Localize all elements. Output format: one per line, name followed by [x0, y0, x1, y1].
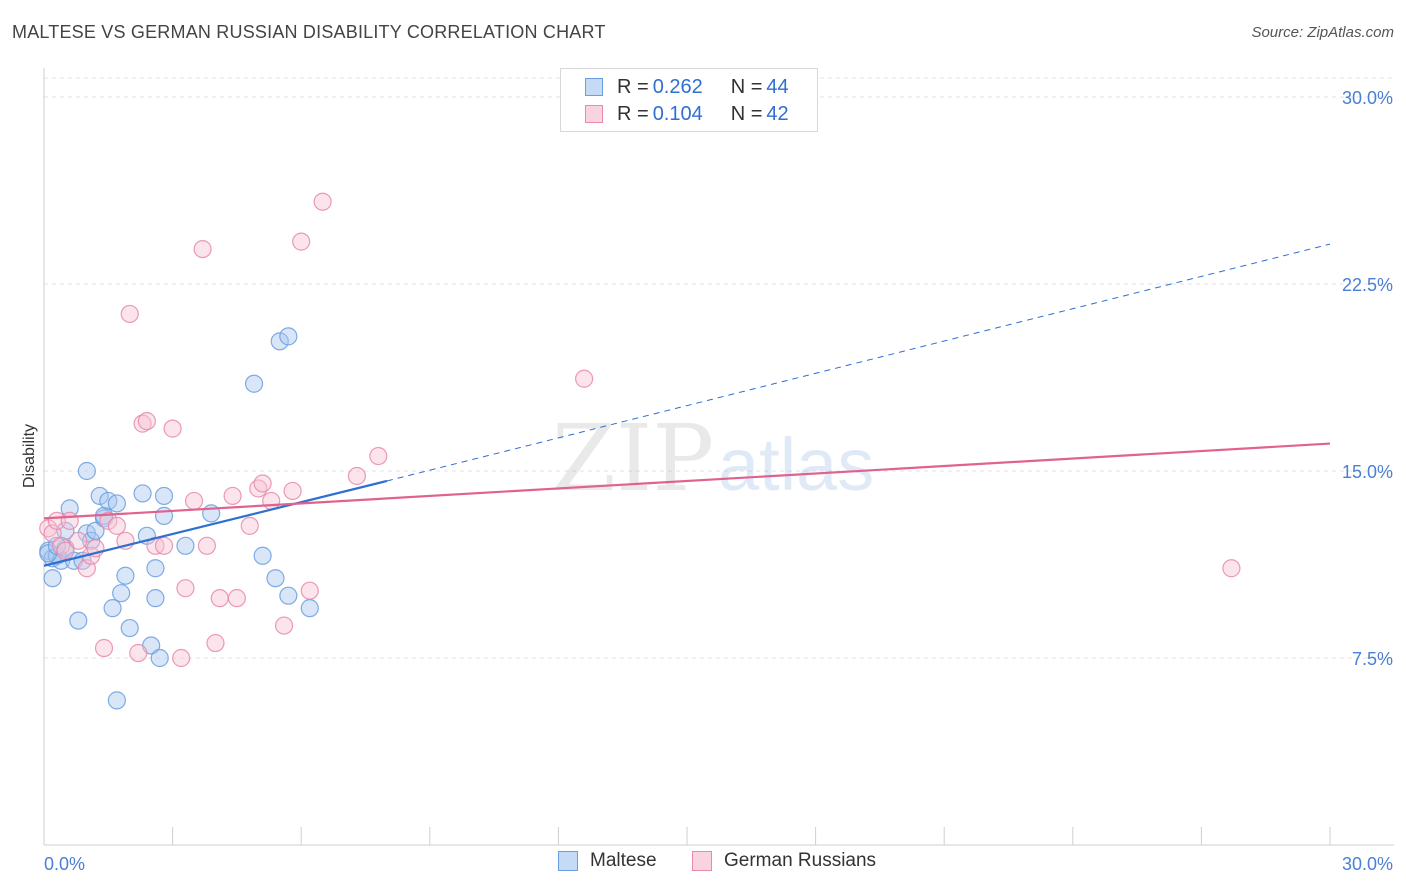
x-tick-labels: 0.0% 30.0% [44, 854, 1393, 874]
point-maltese-9 [69, 611, 88, 630]
legend-r-value: 0.262 [652, 75, 703, 98]
point-maltese-40 [300, 599, 319, 618]
y-tick-label-0: 7.5% [1352, 649, 1393, 669]
point-german-russians-37 [300, 581, 319, 600]
correlation-legend: R = 0.262 N = 44 R = 0.104 N = 42 [560, 68, 818, 132]
point-german-russians-42 [1222, 559, 1241, 578]
legend-row-maltese: R = 0.262 N = 44 [585, 75, 789, 99]
series-legend-german-russians[interactable]: German Russians [692, 850, 876, 872]
point-maltese-2 [43, 569, 62, 588]
legend-r-label: R = [617, 75, 649, 98]
point-german-russians-14 [120, 304, 139, 324]
point-german-russians-39 [347, 466, 367, 486]
y-tick-label-1: 15.0% [1342, 462, 1393, 482]
point-maltese-41 [107, 691, 126, 710]
point-german-russians-41 [575, 369, 594, 388]
point-german-russians-12 [107, 516, 126, 535]
point-german-russians-25 [197, 536, 216, 555]
series-legend: Maltese German Russians [0, 850, 1406, 878]
legend-r-value: 0.104 [652, 102, 703, 125]
legend-r-label: R = [617, 102, 649, 125]
y-axis-label: Disability [21, 424, 38, 488]
point-german-russians-5 [60, 511, 79, 530]
legend-row-german-russians: R = 0.104 N = 42 [585, 102, 789, 126]
point-maltese-29 [150, 648, 169, 668]
point-german-russians-10 [94, 638, 114, 658]
legend-n-label: N = [730, 75, 763, 98]
point-german-russians-30 [240, 516, 259, 535]
x-tick-label-max: 30.0% [1342, 854, 1393, 874]
trend-lines [43, 243, 1331, 567]
grid-lines [44, 77, 1394, 659]
x-tick-label-min: 0.0% [44, 854, 85, 874]
point-german-russians-29 [227, 589, 246, 608]
y-tick-label-3: 30.0% [1342, 88, 1393, 108]
point-maltese-27 [146, 559, 165, 578]
point-german-russians-6 [69, 531, 88, 550]
point-maltese-20 [107, 494, 126, 513]
point-german-russians-32 [253, 474, 272, 493]
point-german-russians-4 [56, 541, 75, 560]
series-legend-maltese[interactable]: Maltese [558, 850, 657, 872]
legend-swatch-maltese [585, 78, 603, 96]
point-maltese-35 [253, 546, 272, 565]
watermark-zip: ZIP [552, 405, 714, 512]
point-german-russians-19 [154, 536, 174, 555]
point-maltese-15 [90, 486, 109, 506]
series-label-german-russians: German Russians [724, 850, 877, 871]
point-german-russians-35 [283, 481, 302, 501]
point-german-russians-15 [129, 643, 148, 663]
point-german-russians-27 [210, 589, 229, 608]
trend-line-german-russians [43, 442, 1331, 520]
source-label: Source: ZipAtlas.com [1251, 24, 1394, 41]
point-maltese-38 [279, 327, 298, 346]
point-maltese-21 [112, 584, 131, 603]
point-german-russians-26 [206, 633, 225, 653]
point-maltese-37 [270, 332, 289, 351]
point-german-russians-23 [184, 491, 204, 511]
y-tick-label-2: 22.5% [1342, 275, 1393, 295]
point-maltese-36 [266, 569, 285, 588]
watermark: ZIP atlas [552, 405, 874, 512]
watermark-atlas: atlas [718, 423, 874, 506]
point-maltese-28 [146, 589, 165, 608]
series-label-maltese: Maltese [590, 850, 657, 871]
point-maltese-30 [154, 486, 174, 506]
y-tick-labels: 7.5% 15.0% 22.5% 30.0% [1342, 88, 1393, 669]
point-german-russians-34 [274, 616, 294, 635]
point-maltese-31 [154, 506, 174, 525]
legend-n-value: 44 [766, 75, 789, 98]
point-german-russians-38 [313, 192, 332, 211]
point-german-russians-17 [137, 412, 156, 431]
trend-line-maltese [43, 479, 388, 567]
axes [43, 68, 1394, 846]
trend-line-maltese-projection [386, 243, 1331, 482]
point-maltese-19 [103, 599, 122, 618]
point-german-russians-36 [292, 232, 311, 251]
point-german-russians-24 [193, 239, 212, 259]
point-german-russians-22 [176, 579, 195, 598]
point-german-russians-20 [163, 419, 182, 438]
point-maltese-32 [176, 536, 195, 555]
point-maltese-22 [116, 566, 135, 585]
point-maltese-23 [120, 618, 139, 638]
point-german-russians-40 [369, 446, 388, 466]
point-german-russians-33 [262, 491, 281, 511]
legend-n-value: 42 [766, 102, 789, 125]
point-maltese-39 [279, 586, 298, 605]
point-maltese-12 [77, 461, 96, 481]
point-german-russians-11 [99, 511, 118, 530]
series-swatch-german-russians [692, 851, 712, 871]
legend-swatch-german-russians [585, 105, 603, 123]
series-swatch-maltese [558, 851, 578, 871]
chart-title: MALTESE VS GERMAN RUSSIAN DISABILITY COR… [12, 22, 606, 42]
point-german-russians-28 [223, 486, 242, 506]
point-maltese-24 [133, 484, 152, 503]
point-german-russians-21 [172, 648, 191, 668]
legend-n-label: N = [730, 102, 763, 125]
point-maltese-34 [244, 374, 264, 393]
